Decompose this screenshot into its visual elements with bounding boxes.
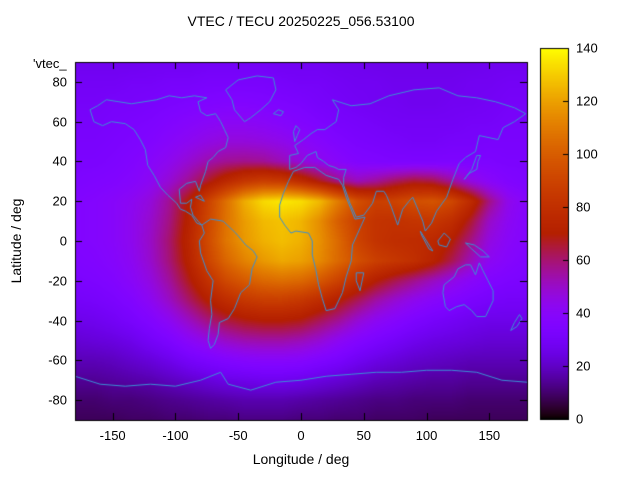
x-tick-label: -100	[162, 428, 189, 443]
y-tick-label: 60	[52, 114, 67, 130]
colorbar-tick-label: 100	[576, 146, 598, 162]
colorbar-tick-label: 140	[576, 40, 598, 56]
chart-title: VTEC / TECU 20250225_056.53100	[187, 13, 415, 29]
x-tick-label: 0	[297, 428, 305, 443]
y-tick-label: 40	[52, 153, 67, 169]
y-tick-label: 20	[52, 193, 67, 209]
stray-key-label: 'vtec_	[33, 56, 67, 71]
x-tick-label: 150	[478, 428, 501, 443]
colorbar-tick-label: 60	[576, 252, 591, 268]
y-axis-label: Latitude / deg	[8, 198, 24, 284]
y-tick-label: 0	[59, 233, 67, 249]
x-tick-label: 100	[415, 428, 438, 443]
colorbar-tick-label: 120	[576, 93, 598, 109]
y-tick-label: -80	[48, 392, 67, 408]
colorbar-tick-label: 40	[576, 305, 591, 321]
x-tick-label: -150	[99, 428, 126, 443]
x-tick-label: -50	[228, 428, 248, 443]
y-tick-label: 80	[52, 74, 67, 90]
colorbar-tick-label: 0	[576, 411, 584, 427]
x-tick-label: 50	[356, 428, 371, 443]
colorbar-tick-label: 20	[576, 358, 591, 374]
y-tick-label: -40	[48, 313, 67, 329]
colorbar-tick-label: 80	[576, 199, 591, 215]
y-tick-label: -20	[48, 273, 67, 289]
x-axis-label: Longitude / deg	[252, 451, 350, 467]
y-tick-label: -60	[48, 352, 67, 368]
